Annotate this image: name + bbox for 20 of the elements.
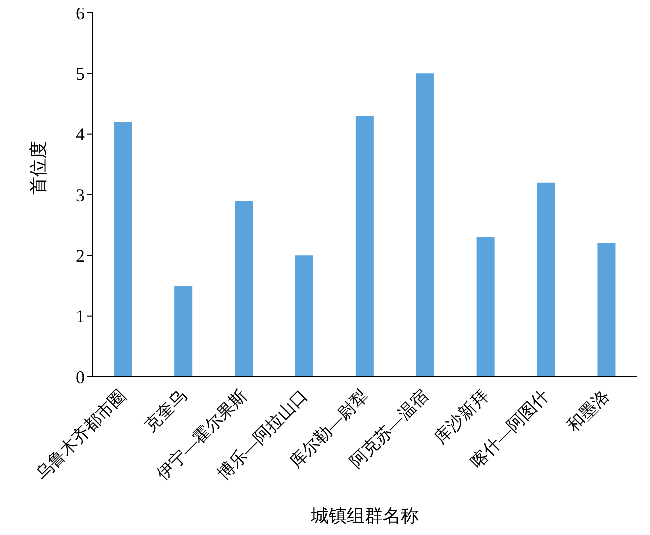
bar xyxy=(174,286,193,377)
bar xyxy=(114,122,132,377)
x-tick-label: 克奎乌 xyxy=(140,386,190,436)
bar xyxy=(416,74,434,377)
bar xyxy=(356,116,374,377)
bar xyxy=(295,256,314,377)
y-tick-label: 3 xyxy=(76,185,85,206)
y-tick-label: 0 xyxy=(76,367,85,388)
x-axis-title: 城镇组群名称 xyxy=(310,506,419,526)
y-axis-title: 首位度 xyxy=(28,141,48,195)
y-tick-label: 4 xyxy=(76,124,85,145)
bar xyxy=(476,237,495,377)
y-tick-label: 1 xyxy=(76,306,85,327)
bar xyxy=(537,182,556,377)
y-tick-label: 2 xyxy=(76,246,85,266)
x-tick-label: 乌鲁木齐都市圈 xyxy=(32,386,130,484)
x-tick-label: 和墨洛 xyxy=(564,386,614,436)
bar xyxy=(235,201,254,377)
bar xyxy=(598,244,616,377)
y-tick-label: 5 xyxy=(76,64,85,84)
